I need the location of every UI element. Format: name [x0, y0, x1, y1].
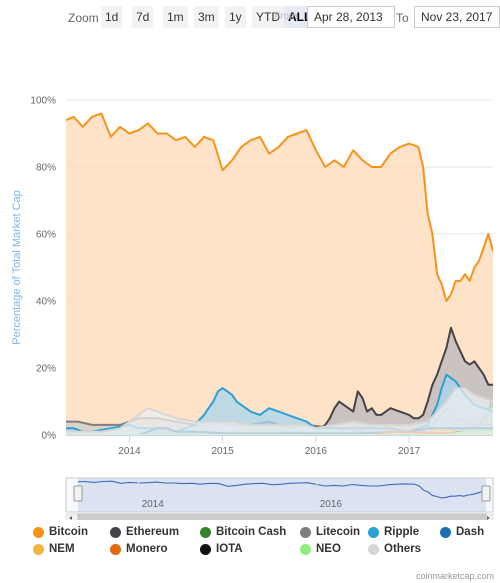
y-tick-label: 60% — [36, 230, 56, 241]
plot-area — [66, 112, 493, 435]
series-line-others — [66, 387, 493, 433]
legend-marker-icon — [200, 543, 211, 555]
legend-item-neo[interactable]: NEO — [300, 543, 341, 555]
credit-text: coinmarketcap.com — [415, 571, 494, 581]
y-tick-label: 20% — [36, 364, 56, 375]
y-axis-title: Percentage of Total Market Cap — [11, 190, 23, 345]
y-tick-label: 100% — [30, 96, 56, 107]
zoom-1m-button[interactable]: 1m — [163, 6, 188, 28]
range-selector: Zoom 1d 7d 1m 3m 1y YTD ALL From To — [0, 0, 500, 36]
scrollbar-right-arrow-icon[interactable] — [487, 516, 490, 520]
legend-label: Bitcoin — [49, 526, 88, 538]
legend-item-ripple[interactable]: Ripple — [368, 526, 419, 538]
legend: Bitcoin Ethereum Bitcoin Cash Litecoin Rippl… — [0, 526, 500, 566]
x-tick-label: 2014 — [118, 446, 141, 457]
to-label: To — [396, 11, 409, 25]
zoom-1d-button[interactable]: 1d — [101, 6, 123, 28]
zoom-label: Zoom — [68, 11, 99, 25]
legend-marker-icon — [33, 543, 44, 555]
navigator-tick-label: 2016 — [320, 499, 343, 510]
navigator-tick-label: 2014 — [142, 499, 165, 510]
legend-label: NEO — [316, 543, 341, 555]
legend-item-monero[interactable]: Monero — [110, 543, 168, 555]
y-tick-label: 0% — [42, 431, 57, 442]
zoom-ytd-button[interactable]: YTD — [252, 6, 284, 28]
legend-label: Bitcoin Cash — [216, 526, 287, 538]
legend-marker-icon — [368, 543, 379, 555]
navigator-right-handle[interactable] — [481, 485, 491, 502]
legend-marker-icon — [300, 526, 311, 538]
zoom-3m-button[interactable]: 3m — [194, 6, 219, 28]
to-date-input[interactable] — [414, 6, 500, 28]
zoom-1y-button[interactable]: 1y — [225, 6, 246, 28]
legend-marker-icon — [110, 543, 121, 555]
x-tick-label: 2016 — [305, 446, 328, 457]
scrollbar-thumb[interactable] — [77, 513, 487, 520]
from-date-input[interactable] — [307, 6, 395, 28]
from-label: From — [274, 11, 298, 22]
series-area-others — [66, 388, 493, 435]
market-cap-chart: 0% 20% 40% 60% 80% 100% Percentage of Total Ma… — [11, 96, 494, 520]
legend-marker-icon — [33, 526, 44, 538]
legend-label: Monero — [126, 543, 168, 555]
x-tick-label: 2017 — [398, 446, 421, 457]
legend-item-bitcoin-cash[interactable]: Bitcoin Cash — [200, 526, 286, 538]
y-tick-label: 80% — [36, 163, 56, 174]
legend-label: IOTA — [216, 543, 243, 555]
legend-item-others[interactable]: Others — [368, 543, 421, 555]
zoom-7d-button[interactable]: 7d — [132, 6, 154, 28]
legend-label: Ethereum — [126, 526, 180, 538]
legend-item-dash[interactable]: Dash — [440, 526, 484, 538]
legend-item-ethereum[interactable]: Ethereum — [110, 526, 179, 538]
legend-label: Ripple — [384, 526, 420, 538]
legend-item-bitcoin[interactable]: Bitcoin — [33, 526, 88, 538]
legend-marker-icon — [368, 526, 379, 538]
series-line-bitcoin — [66, 112, 493, 302]
navigator-left-handle[interactable] — [73, 485, 83, 502]
legend-item-nem[interactable]: NEM — [33, 543, 75, 555]
legend-label: Litecoin — [316, 526, 361, 538]
legend-item-iota[interactable]: IOTA — [200, 543, 243, 555]
legend-marker-icon — [110, 526, 121, 538]
y-tick-label: 40% — [36, 297, 56, 308]
x-tick-label: 2015 — [212, 446, 235, 457]
legend-marker-icon — [300, 543, 311, 555]
series-area-bitcoin — [66, 113, 493, 435]
legend-marker-icon — [440, 526, 451, 538]
legend-label: NEM — [49, 543, 75, 555]
scrollbar-left-arrow-icon[interactable] — [69, 516, 72, 520]
legend-label: Others — [384, 543, 422, 555]
legend-marker-icon — [200, 526, 211, 538]
legend-label: Dash — [456, 526, 485, 538]
legend-item-litecoin[interactable]: Litecoin — [300, 526, 360, 538]
